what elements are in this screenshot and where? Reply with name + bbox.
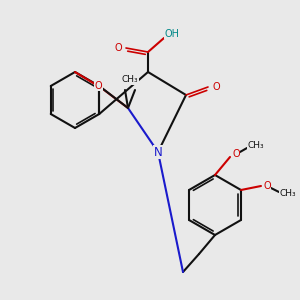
Text: O: O (95, 81, 102, 91)
Text: O: O (212, 82, 220, 92)
Text: O: O (263, 181, 271, 191)
Text: CH₃: CH₃ (122, 76, 138, 85)
Text: CH₃: CH₃ (280, 190, 296, 199)
Text: O: O (232, 149, 240, 159)
Text: CH₃: CH₃ (248, 142, 264, 151)
Text: O: O (114, 43, 122, 53)
Text: N: N (154, 146, 162, 158)
Text: OH: OH (164, 29, 179, 39)
